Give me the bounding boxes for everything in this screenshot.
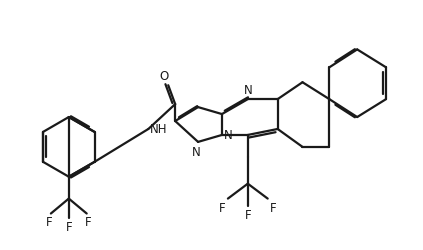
- Text: F: F: [244, 208, 251, 221]
- Text: O: O: [159, 70, 169, 83]
- Text: N: N: [192, 145, 201, 158]
- Text: F: F: [270, 201, 276, 214]
- Text: N: N: [224, 129, 233, 142]
- Text: NH: NH: [150, 123, 168, 136]
- Text: F: F: [46, 216, 52, 228]
- Text: N: N: [243, 84, 252, 97]
- Text: F: F: [66, 220, 72, 234]
- Text: F: F: [85, 216, 92, 228]
- Text: F: F: [219, 201, 226, 214]
